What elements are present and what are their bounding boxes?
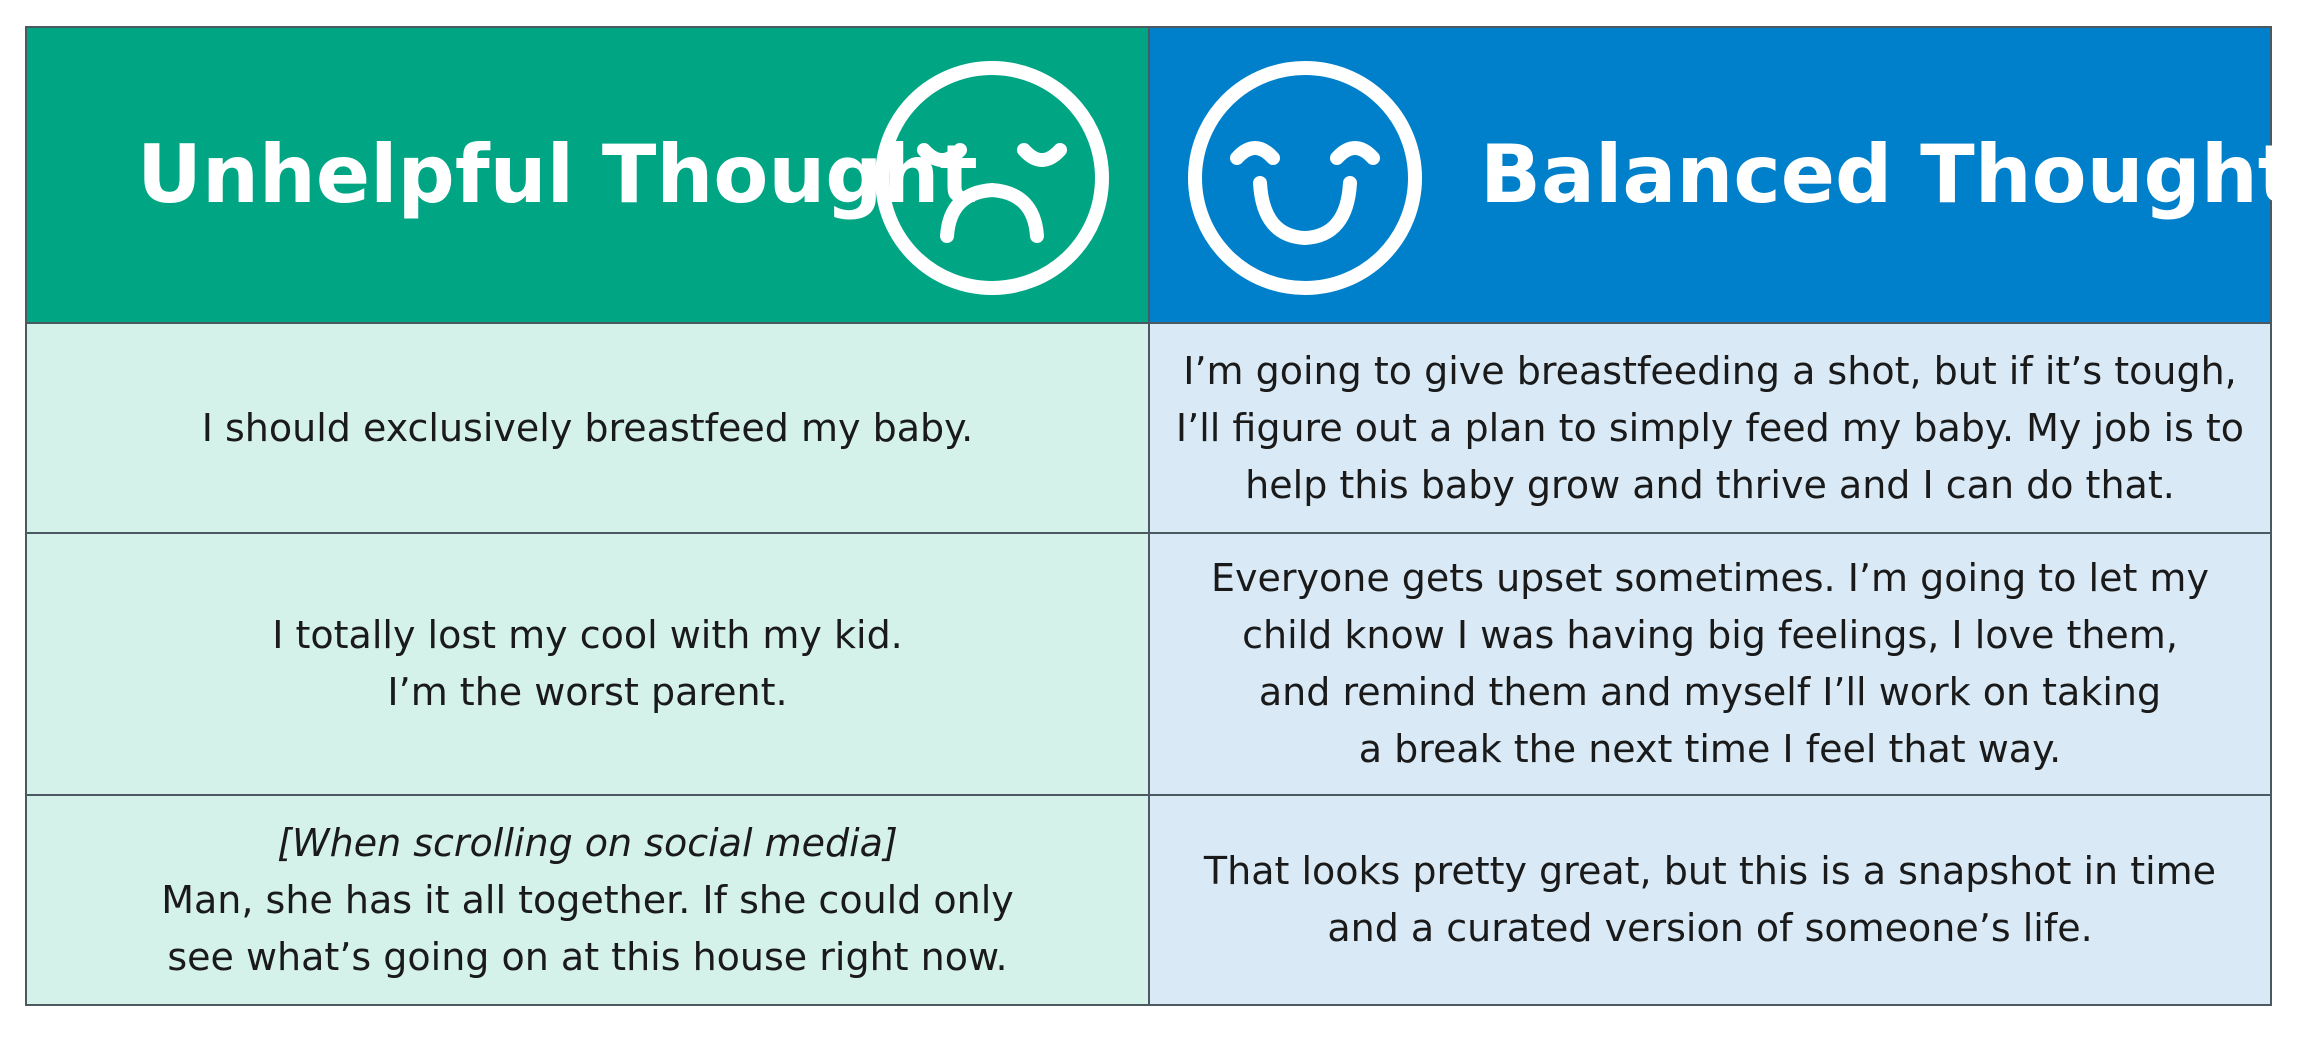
cell-text: I’m going to give breastfeeding a shot, … <box>1183 348 2237 393</box>
row-left-cell: I totally lost my cool with my kid. I’m … <box>25 532 1150 796</box>
cell-text: Everyone gets upset sometimes. I’m going… <box>1211 556 2209 600</box>
row-right-cell: Everyone gets upset sometimes. I’m going… <box>1148 532 2272 796</box>
cell-text: I totally lost my cool with my kid. <box>272 613 903 657</box>
cell-text: and remind them and myself I’ll work on … <box>1258 670 2162 714</box>
cell-text: help this baby grow and thrive and I can… <box>1245 462 2175 507</box>
cell-text: a break the next time I feel that way. <box>1358 727 2062 771</box>
row-left-cell: I should exclusively breastfeed my baby. <box>25 322 1150 534</box>
cell-text: child know I was having big feelings, I … <box>1242 613 2178 657</box>
cell-context: [When scrolling on social media] <box>277 820 898 865</box>
row-left-cell: [When scrolling on social media] Man, sh… <box>25 794 1150 1006</box>
header-left: Unhelpful Thought <box>137 128 978 221</box>
row-right-cell: I’m going to give breastfeeding a shot, … <box>1148 322 2272 534</box>
cell-text: I should exclusively breastfeed my baby. <box>201 405 974 450</box>
cell-text: Man, she has it all together. If she cou… <box>161 877 1014 922</box>
sad-face-icon <box>875 61 1109 295</box>
cell-text: and a curated version of someone’s life. <box>1327 906 2093 950</box>
header-right: Balanced Thought <box>1480 128 2297 221</box>
cell-text: I’ll figure out a plan to simply feed my… <box>1175 405 2245 450</box>
cell-text: see what’s going on at this house right … <box>167 934 1008 979</box>
happy-face-icon <box>1188 61 1422 295</box>
cell-text: That looks pretty great, but this is a s… <box>1203 849 2217 893</box>
cell-text: I’m the worst parent. <box>387 670 788 714</box>
row-right-cell: That looks pretty great, but this is a s… <box>1148 794 2272 1006</box>
